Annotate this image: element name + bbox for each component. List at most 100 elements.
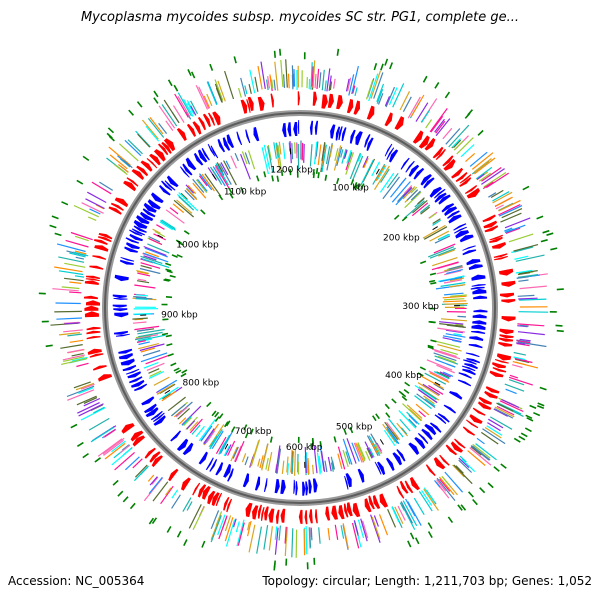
reverse-feature	[436, 364, 455, 374]
forward-feature	[74, 235, 89, 242]
reverse-feature	[134, 336, 151, 341]
forward-feature	[312, 60, 316, 88]
inner-mark	[171, 254, 178, 258]
forward-feature	[487, 418, 504, 429]
tick-label: 1200 kbp	[270, 165, 313, 175]
reverse-feature	[259, 455, 264, 469]
reverse-feature	[453, 333, 462, 336]
reverse-feature	[137, 280, 150, 284]
reverse-feature	[448, 265, 463, 270]
forward-feature	[469, 151, 488, 167]
inner-mark	[400, 392, 407, 398]
reverse-feature	[404, 200, 425, 219]
forward-feature	[147, 474, 155, 482]
reverse-cds	[122, 364, 137, 372]
reverse-feature	[277, 144, 283, 172]
forward-cds	[394, 116, 405, 130]
forward-feature	[453, 140, 464, 151]
outer-mark	[76, 179, 84, 185]
reverse-feature	[342, 438, 353, 465]
reverse-cds	[142, 208, 156, 218]
reverse-feature	[201, 173, 215, 192]
inner-mark	[289, 169, 292, 176]
forward-cds	[98, 374, 113, 382]
reverse-feature	[197, 178, 208, 192]
reverse-cds	[438, 194, 451, 205]
reverse-feature	[142, 349, 161, 357]
reverse-feature	[138, 343, 159, 350]
reverse-cds	[112, 304, 127, 308]
inner-mark	[360, 183, 365, 190]
reverse-feature	[261, 147, 269, 175]
outer-mark	[61, 201, 69, 206]
forward-feature	[402, 500, 418, 527]
forward-feature	[172, 105, 185, 123]
forward-feature	[516, 342, 526, 345]
reverse-feature	[291, 457, 294, 473]
reverse-feature	[169, 207, 179, 215]
forward-feature	[192, 506, 205, 531]
inner-mark	[353, 181, 358, 189]
reverse-feature	[376, 165, 387, 181]
forward-feature	[492, 191, 513, 204]
forward-cds	[399, 480, 409, 494]
forward-feature	[434, 118, 445, 133]
forward-feature	[418, 490, 433, 512]
forward-feature	[274, 526, 278, 540]
forward-feature	[238, 87, 242, 98]
reverse-feature	[189, 421, 199, 431]
reverse-cds	[473, 295, 488, 300]
reverse-cds	[201, 147, 210, 161]
forward-feature	[470, 445, 490, 461]
outer-mark	[82, 452, 89, 459]
reverse-feature	[159, 220, 177, 231]
inner-mark	[165, 268, 172, 272]
reverse-feature	[227, 440, 236, 456]
inner-mark	[401, 395, 408, 401]
forward-feature	[324, 80, 327, 92]
reverse-feature	[411, 202, 429, 217]
outer-mark	[176, 530, 182, 538]
forward-feature	[137, 133, 151, 148]
reverse-feature	[142, 258, 170, 268]
reverse-cds	[129, 376, 143, 384]
outer-mark	[129, 502, 136, 510]
forward-cds	[247, 96, 254, 111]
forward-cds	[94, 245, 109, 252]
reverse-feature	[215, 164, 224, 177]
forward-feature	[519, 270, 538, 275]
forward-feature	[249, 69, 256, 94]
forward-feature	[210, 515, 222, 543]
reverse-feature	[346, 438, 357, 464]
forward-feature	[120, 444, 130, 454]
reverse-feature	[275, 143, 281, 171]
forward-cds	[483, 220, 498, 229]
forward-feature	[420, 109, 431, 123]
reverse-cds	[197, 149, 208, 163]
inner-mark	[324, 174, 328, 181]
reverse-feature	[346, 149, 352, 164]
reverse-cds	[441, 203, 455, 213]
reverse-feature	[209, 429, 223, 450]
reverse-cds	[125, 368, 140, 375]
forward-feature	[509, 374, 519, 379]
reverse-feature	[137, 334, 166, 342]
forward-feature	[88, 417, 110, 431]
forward-feature	[456, 137, 474, 155]
forward-feature	[66, 385, 95, 398]
reverse-cds	[140, 211, 154, 221]
forward-cds	[484, 225, 499, 233]
reverse-feature	[434, 235, 451, 244]
reverse-feature	[303, 143, 305, 163]
reverse-feature	[145, 354, 171, 365]
forward-feature	[93, 406, 105, 414]
reverse-feature	[218, 434, 231, 455]
reverse-cds	[468, 344, 483, 349]
reverse-cds	[429, 422, 442, 433]
outer-mark	[422, 75, 428, 83]
forward-cds	[261, 507, 265, 521]
outer-mark	[336, 48, 340, 56]
forward-cds	[412, 130, 424, 144]
outer-mark	[279, 48, 282, 56]
forward-feature	[161, 104, 178, 127]
